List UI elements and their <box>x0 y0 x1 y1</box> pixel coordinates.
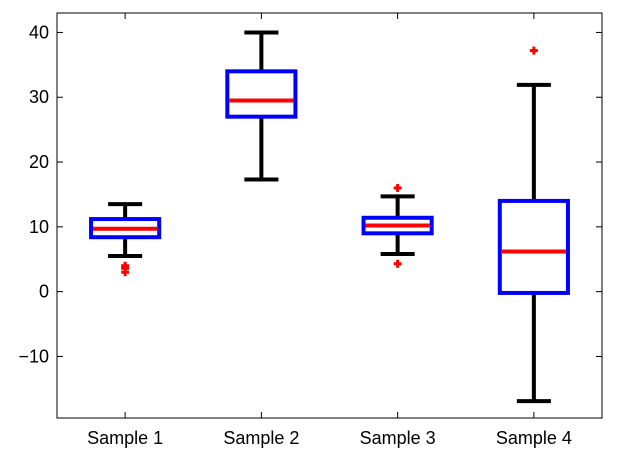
y-axis: −10 0 10 20 30 40 <box>18 22 602 366</box>
boxes-group <box>89 30 570 404</box>
x-tick-label: Sample 3 <box>360 428 436 448</box>
x-axis: Sample 1 Sample 2 Sample 3 Sample 4 <box>87 13 572 448</box>
iqr-box <box>225 69 298 119</box>
box-series-4 <box>497 46 570 404</box>
x-tick-label: Sample 2 <box>223 428 299 448</box>
y-tick-label: 40 <box>29 22 49 42</box>
y-tick-label: 0 <box>39 282 49 302</box>
y-tick-label: −10 <box>18 346 49 366</box>
box-series-1 <box>89 202 162 277</box>
iqr-box <box>497 198 570 295</box>
y-tick-label: 30 <box>29 87 49 107</box>
x-tick-label: Sample 1 <box>87 428 163 448</box>
box-series-2 <box>225 30 298 182</box>
y-tick-label: 20 <box>29 152 49 172</box>
y-tick-label: 10 <box>29 217 49 237</box>
x-tick-label: Sample 4 <box>496 428 572 448</box>
box-series-3 <box>361 183 434 268</box>
